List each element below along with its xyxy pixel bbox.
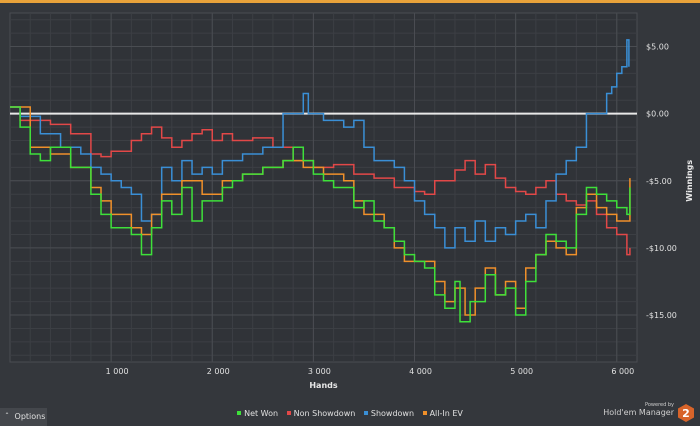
- y-axis-label: Winnings: [685, 160, 694, 202]
- x-tick-label: 6 000: [611, 367, 634, 376]
- brand: Powered by Hold'em Manager: [603, 402, 674, 417]
- x-tick-label: 3 000: [308, 367, 331, 376]
- series-non-showdown: [10, 106, 631, 256]
- legend-swatch: [286, 411, 291, 415]
- legend-net-won[interactable]: Net Won: [237, 409, 278, 418]
- legend-label: All-In EV: [429, 409, 463, 418]
- svg-text:2: 2: [682, 407, 690, 420]
- options-label: Options: [14, 412, 46, 421]
- x-tick-label: 2 000: [207, 367, 230, 376]
- x-tick-label: 4 000: [409, 367, 432, 376]
- legend-swatch: [237, 411, 242, 415]
- series-net-won: [10, 106, 631, 323]
- y-tick-label: $5.00: [646, 43, 669, 52]
- legend-label: Non Showdown: [293, 409, 356, 418]
- x-axis-label: Hands: [309, 381, 338, 390]
- powered-by-text: Powered by: [645, 402, 674, 408]
- x-tick-label: 1 000: [106, 367, 129, 376]
- options-button[interactable]: ˆ Options: [0, 408, 47, 426]
- legend-label: Showdown: [370, 409, 415, 418]
- y-tick-label: -$10.00: [646, 244, 677, 253]
- top-accent-bar: [0, 0, 700, 3]
- y-tick-label: -$15.00: [646, 311, 677, 320]
- legend-showdown[interactable]: Showdown: [363, 409, 415, 418]
- brand-name: Hold'em Manager: [603, 408, 674, 417]
- series-showdown: [10, 39, 630, 249]
- y-tick-label: $0.00: [646, 110, 669, 119]
- winnings-chart: 1 000 2 000 3 000 4 000 5 000 6 000 $5.00 $0.00…: [9, 12, 694, 390]
- legend-non-showdown[interactable]: Non Showdown: [286, 409, 356, 418]
- legend: Net Won Non Showdown Showdown All-In EV: [0, 409, 700, 418]
- y-tick-label: -$5.00: [646, 177, 672, 186]
- hem-logo-icon: 2: [678, 404, 694, 422]
- plot-area: [9, 12, 638, 363]
- legend-swatch: [422, 411, 427, 415]
- chevron-up-icon: ˆ: [5, 412, 9, 421]
- legend-swatch: [363, 411, 368, 415]
- legend-label: Net Won: [244, 409, 279, 418]
- x-tick-label: 5 000: [510, 367, 533, 376]
- legend-all-in-ev[interactable]: All-In EV: [422, 409, 463, 418]
